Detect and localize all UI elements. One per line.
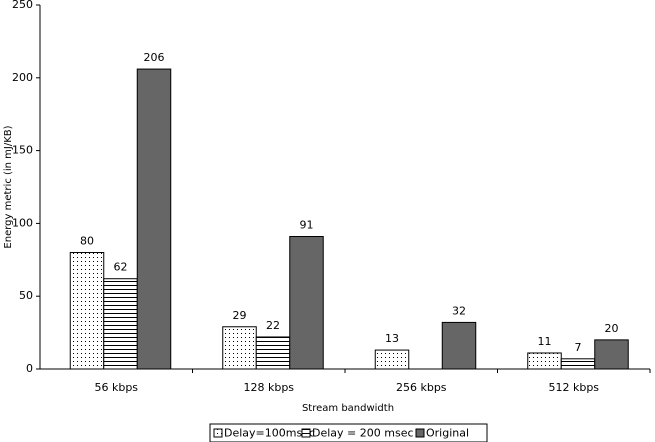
y-tick-label: 0 (26, 362, 33, 375)
bar (69, 252, 105, 370)
legend-swatch (213, 428, 223, 438)
value-label: 62 (114, 261, 128, 274)
value-label: 80 (80, 235, 94, 248)
value-label: 91 (300, 219, 314, 232)
bar (136, 68, 172, 370)
bar (222, 326, 257, 370)
value-label: 20 (605, 322, 619, 335)
y-axis-label: Energy metric (in mJ/KB) (3, 125, 14, 248)
legend-label: Delay=100msec (224, 427, 315, 440)
value-label: 22 (266, 319, 280, 332)
y-tick-label: 100 (12, 216, 33, 229)
legend-label: Delay = 200 msec (312, 427, 414, 440)
x-tick-label: 128 kbps (243, 381, 294, 394)
x-tick-label: 512 kbps (548, 381, 599, 394)
x-tick-label: 256 kbps (396, 381, 447, 394)
x-tick-label: 56 kbps (94, 381, 138, 394)
bar (289, 236, 324, 370)
value-label: 13 (385, 332, 399, 345)
bar (594, 339, 629, 370)
value-label: 32 (452, 304, 466, 317)
value-label: 11 (538, 335, 552, 348)
legend-swatch (415, 428, 425, 438)
y-tick-label: 200 (12, 71, 33, 84)
x-axis-label: Stream bandwidth (302, 403, 394, 414)
y-tick-label: 50 (19, 289, 33, 302)
bar (560, 358, 596, 370)
bar (255, 336, 291, 370)
value-label: 7 (575, 341, 582, 354)
y-tick-label: 150 (12, 144, 33, 157)
bar (103, 278, 138, 370)
legend-swatch (301, 428, 311, 438)
bar (374, 349, 410, 370)
bar (441, 321, 477, 370)
value-label: 206 (144, 51, 165, 64)
value-label: 29 (233, 309, 247, 322)
bar (527, 352, 562, 370)
legend-label: Original (426, 427, 469, 440)
y-tick-label: 250 (12, 0, 33, 11)
